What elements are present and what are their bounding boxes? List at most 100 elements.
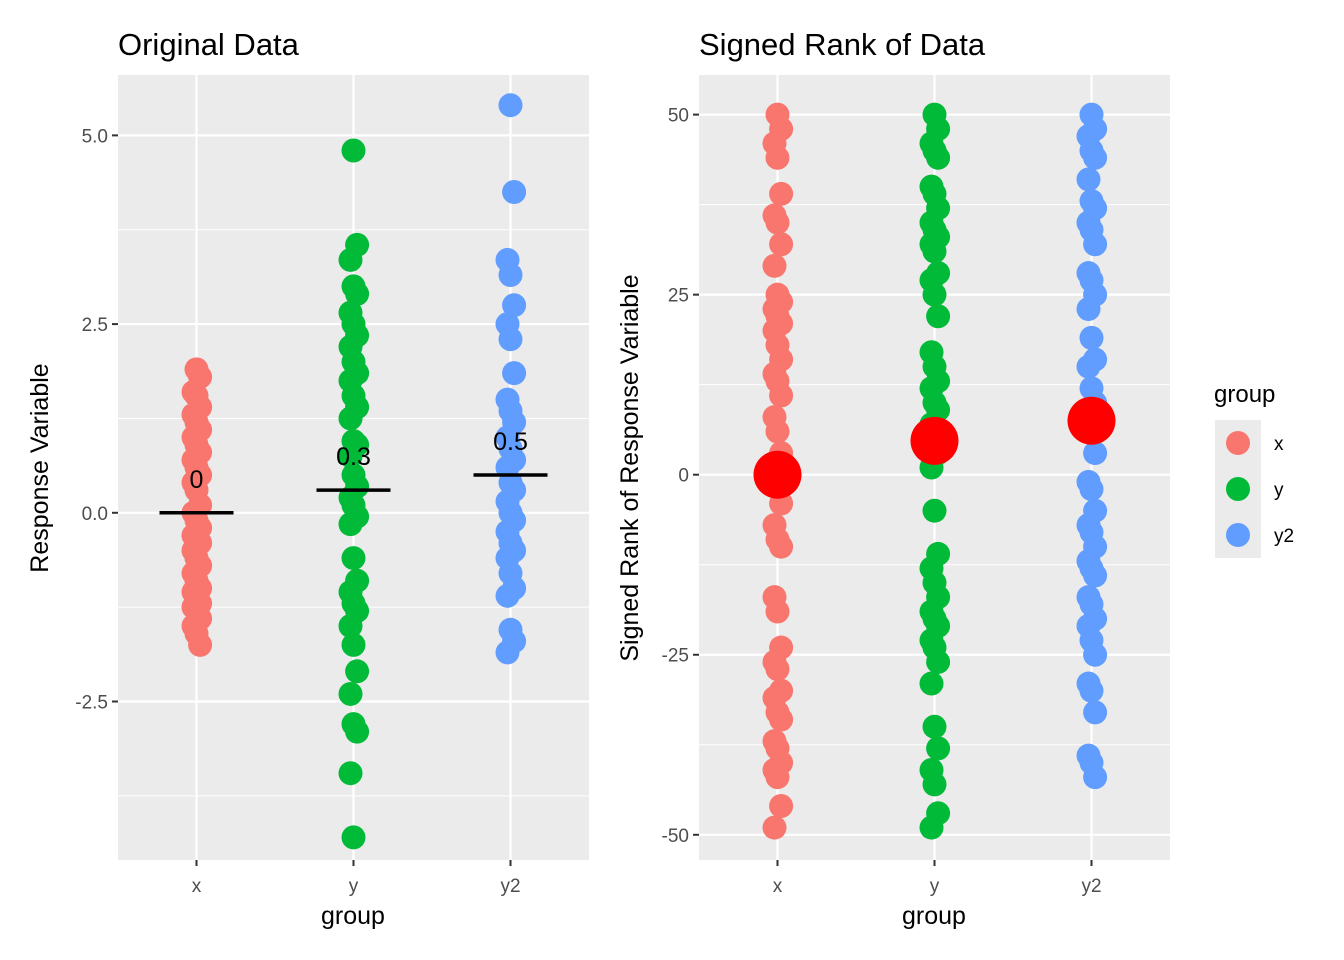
- data-point-x: [769, 534, 794, 559]
- y-tick-label: 0: [678, 466, 689, 487]
- mean-label-y2: 0.5: [493, 428, 528, 456]
- data-point-x: [765, 765, 790, 790]
- data-point-x: [762, 253, 787, 278]
- data-point-y2: [498, 327, 523, 352]
- data-point-y2: [1083, 232, 1108, 257]
- legend: group x y y2: [1214, 381, 1294, 558]
- data-point-y2: [1076, 167, 1101, 192]
- data-point-y2: [502, 361, 527, 386]
- legend-label-y: y: [1274, 480, 1284, 501]
- data-point-y2: [498, 263, 523, 288]
- data-point-y2: [498, 93, 523, 118]
- y-tick-label: -2.5: [75, 692, 108, 713]
- y-ticks-signed-rank: -50 -25 0 25 50: [662, 106, 699, 847]
- data-point-y: [926, 145, 951, 170]
- data-point-y2: [502, 179, 527, 204]
- data-point-y: [919, 671, 944, 696]
- points-original: [181, 93, 527, 850]
- data-point-y: [922, 714, 947, 739]
- data-point-y: [341, 546, 366, 571]
- data-point-y: [341, 632, 366, 657]
- legend-keys: x y y2: [1215, 420, 1294, 558]
- data-point-x: [769, 793, 794, 818]
- legend-title: group: [1214, 381, 1275, 408]
- data-point-y: [926, 304, 951, 329]
- data-point-y: [922, 772, 947, 797]
- x-tick-label: x: [192, 876, 202, 897]
- data-point-y: [338, 681, 363, 706]
- mean-point-y2: [1067, 396, 1116, 445]
- y-tick-label: 50: [668, 106, 689, 127]
- x-axis-title-signed-rank: group: [902, 902, 966, 930]
- x-tick-label: y2: [1081, 876, 1101, 897]
- data-point-y2: [1083, 563, 1108, 588]
- data-point-y2: [1083, 145, 1108, 170]
- data-point-x: [188, 632, 213, 657]
- data-point-y: [922, 282, 947, 307]
- panel-original-data: Original Data 0 0.3 0.5 -2.5 0.0 2.5 5.0 x y y2…: [26, 27, 589, 930]
- data-point-y2: [1083, 441, 1108, 466]
- y-tick-label: 0.0: [82, 504, 108, 525]
- data-point-y2: [1079, 325, 1104, 350]
- data-point-x: [769, 383, 794, 408]
- y-axis-title-signed-rank: Signed Rank of Response Variable: [616, 274, 644, 661]
- data-point-x: [769, 232, 794, 257]
- points-signed-rank: [762, 102, 1108, 840]
- chart-title-signed-rank: Signed Rank of Data: [699, 27, 986, 62]
- panel-signed-rank: Signed Rank of Data -50 -25 0 25 50 x y y2 gro…: [616, 27, 1170, 930]
- data-point-x: [765, 599, 790, 624]
- mean-markers-signed-rank: [753, 396, 1116, 499]
- legend-key-x: [1226, 431, 1250, 455]
- data-point-y: [922, 498, 947, 523]
- data-point-y2: [1079, 678, 1104, 703]
- data-point-y: [338, 512, 363, 537]
- data-point-x: [765, 145, 790, 170]
- y-axis-title-original: Response Variable: [26, 363, 54, 572]
- data-point-y2: [495, 640, 520, 665]
- data-point-y: [922, 239, 947, 264]
- x-axis-title-original: group: [321, 902, 385, 930]
- data-point-x: [769, 181, 794, 206]
- data-point-y2: [502, 293, 527, 318]
- data-point-y: [338, 614, 363, 639]
- data-point-y2: [1083, 765, 1108, 790]
- mean-point-y: [910, 416, 959, 465]
- data-point-y2: [1079, 477, 1104, 502]
- data-point-y: [338, 444, 363, 469]
- data-point-y: [926, 649, 951, 674]
- data-point-y2: [495, 583, 520, 608]
- data-point-y: [338, 761, 363, 786]
- legend-key-y: [1226, 477, 1250, 501]
- data-point-y2: [1083, 642, 1108, 667]
- x-ticks-signed-rank: x y y2: [773, 860, 1102, 897]
- data-point-x: [762, 815, 787, 840]
- data-point-y: [926, 736, 951, 761]
- x-tick-label: y: [930, 876, 940, 897]
- data-point-y: [345, 281, 370, 306]
- y-tick-label: -50: [662, 826, 689, 847]
- chart-title-original: Original Data: [118, 27, 300, 62]
- x-tick-label: y: [349, 876, 359, 897]
- legend-label-x: x: [1274, 434, 1284, 455]
- data-point-y2: [1076, 354, 1101, 379]
- legend-label-y2: y2: [1274, 526, 1294, 547]
- legend-key-y2: [1226, 523, 1250, 547]
- data-point-y2: [1076, 297, 1101, 322]
- mean-label-x: 0: [190, 466, 204, 494]
- data-point-y: [919, 815, 944, 840]
- data-point-y: [338, 406, 363, 431]
- data-point-x: [769, 707, 794, 732]
- mean-markers-original: 0 0.3 0.5: [159, 428, 548, 515]
- x-tick-label: x: [773, 876, 783, 897]
- data-point-y: [345, 719, 370, 744]
- mean-point-x: [753, 450, 802, 499]
- x-ticks-original: x y y2: [192, 860, 521, 897]
- x-tick-label: y2: [500, 876, 520, 897]
- data-point-y: [341, 825, 366, 850]
- data-point-x: [765, 419, 790, 444]
- data-point-x: [765, 210, 790, 235]
- data-point-y2: [1083, 700, 1108, 725]
- y-ticks-original: -2.5 0.0 2.5 5.0: [75, 126, 118, 713]
- data-point-x: [765, 657, 790, 682]
- mean-label-y: 0.3: [336, 443, 371, 471]
